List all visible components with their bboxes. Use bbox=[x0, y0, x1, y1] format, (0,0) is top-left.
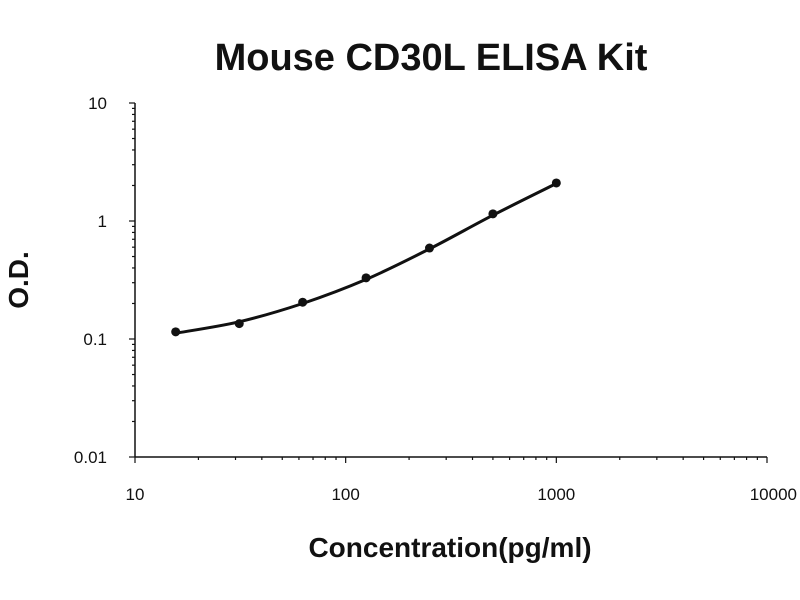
y-axis-title: O.D. bbox=[3, 251, 34, 309]
chart-title: Mouse CD30L ELISA Kit bbox=[215, 37, 648, 79]
y-ticks bbox=[129, 102, 135, 458]
y-tick-label: 10 bbox=[88, 94, 107, 113]
x-tick-label: 10 bbox=[126, 485, 145, 504]
axes bbox=[134, 103, 767, 458]
y-tick-label: 0.01 bbox=[74, 448, 107, 467]
x-ticks bbox=[134, 457, 768, 463]
data-points bbox=[171, 178, 561, 337]
data-point bbox=[551, 178, 561, 188]
x-tick-label: 1000 bbox=[537, 485, 575, 504]
y-tick-labels: 10 1 0.1 0.01 bbox=[74, 94, 107, 467]
x-tick-labels: 10 100 1000 10000 bbox=[126, 485, 797, 504]
y-tick-label: 0.1 bbox=[83, 330, 107, 349]
data-point bbox=[234, 319, 244, 329]
data-point bbox=[361, 273, 371, 283]
x-tick-label: 10000 bbox=[750, 485, 797, 504]
data-point bbox=[424, 243, 434, 253]
data-point bbox=[488, 209, 498, 219]
data-point bbox=[298, 297, 308, 307]
y-tick-label: 1 bbox=[98, 212, 107, 231]
fit-curve bbox=[175, 182, 557, 335]
x-tick-label: 100 bbox=[331, 485, 359, 504]
data-point bbox=[171, 327, 181, 337]
x-axis-title: Concentration(pg/ml) bbox=[308, 532, 591, 563]
